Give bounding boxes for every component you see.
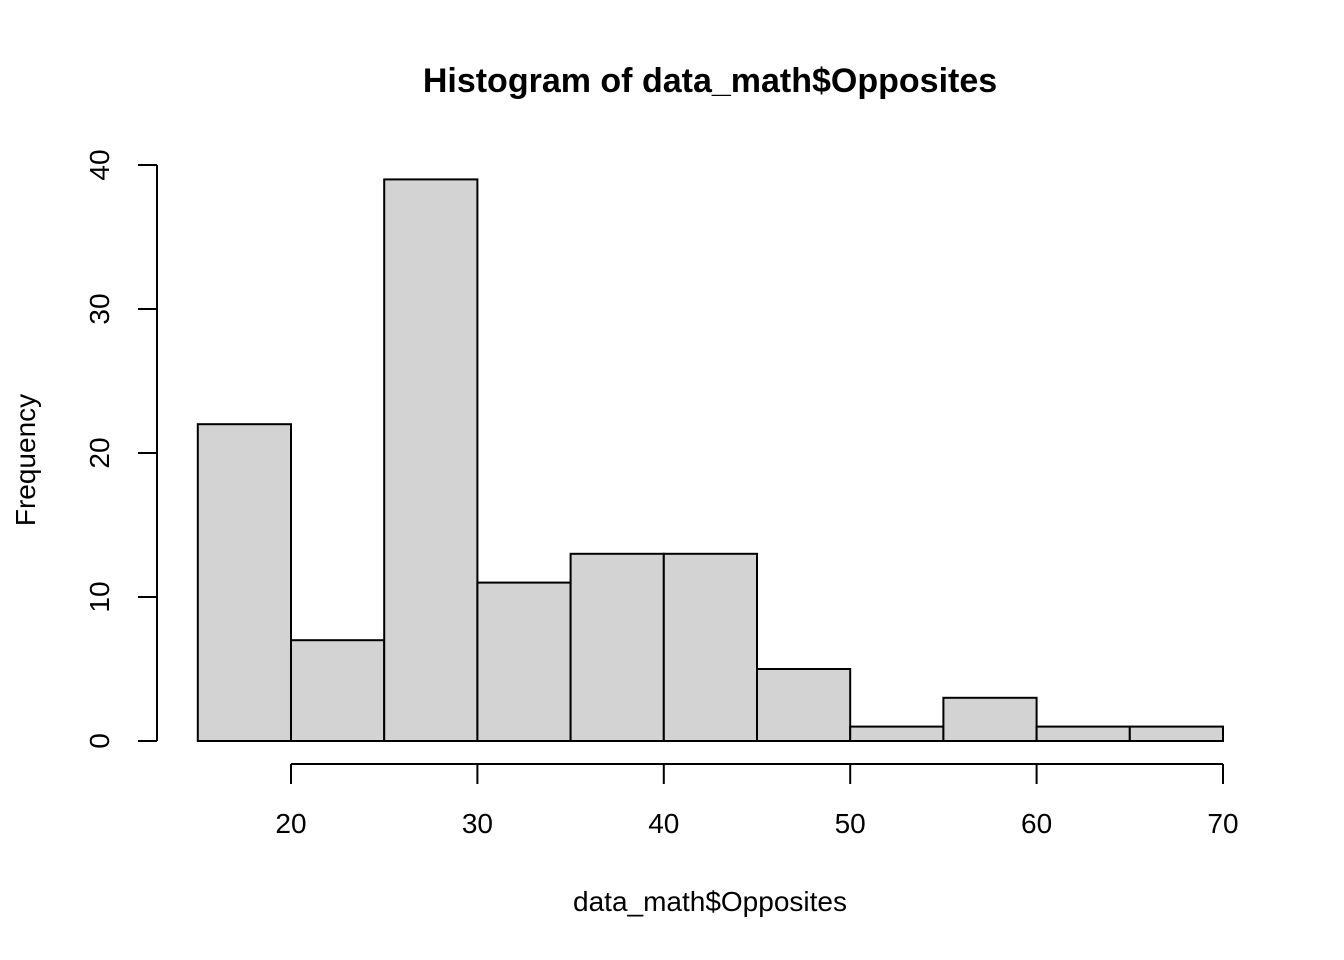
x-tick-label-70: 70 <box>1207 808 1238 839</box>
y-tick-label-0: 0 <box>84 733 115 749</box>
y-axis-label: Frequency <box>10 394 41 526</box>
histogram-bar-30-35 <box>476 581 572 742</box>
x-tick-label-40: 40 <box>648 808 679 839</box>
y-axis: 0 10 20 30 40 <box>84 149 158 749</box>
x-tick-label-20: 20 <box>275 808 306 839</box>
histogram-bar-20-25 <box>290 639 386 743</box>
histogram-bar-15-20 <box>196 423 292 742</box>
histogram-bar-60-65 <box>1035 725 1131 742</box>
histogram-bar-45-50 <box>756 668 852 742</box>
y-tick-label-20: 20 <box>84 437 115 468</box>
x-tick-label-30: 30 <box>462 808 493 839</box>
histogram-bar-55-60 <box>942 696 1038 742</box>
histogram-bar-50-55 <box>849 725 945 742</box>
y-tick-label-30: 30 <box>84 293 115 324</box>
bars-group <box>196 178 1225 743</box>
histogram-bar-35-40 <box>569 552 665 742</box>
histogram-bar-40-45 <box>662 552 758 742</box>
y-tick-label-10: 10 <box>84 581 115 612</box>
x-tick-label-60: 60 <box>1021 808 1052 839</box>
x-axis: 20 30 40 50 60 70 <box>275 763 1239 839</box>
histogram-bar-25-30 <box>383 178 479 742</box>
histogram-bar-65-70 <box>1128 725 1225 742</box>
x-tick-label-50: 50 <box>835 808 866 839</box>
y-tick-label-40: 40 <box>84 149 115 180</box>
chart-title: Histogram of data_math$Opposites <box>423 62 997 100</box>
x-axis-label: data_math$Opposites <box>573 886 847 917</box>
